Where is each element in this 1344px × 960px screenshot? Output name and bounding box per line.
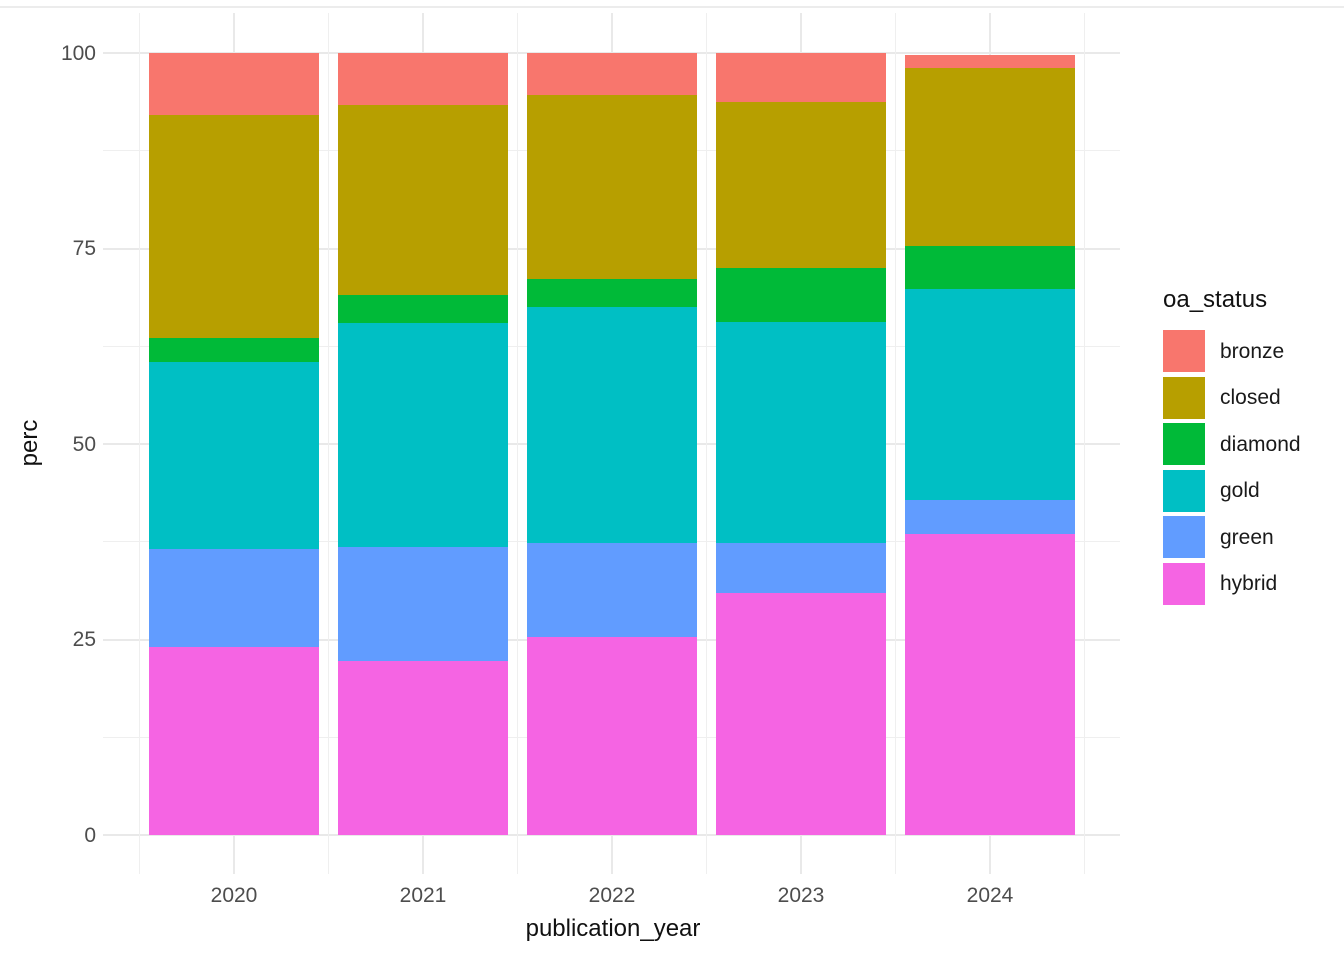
- bar-segment-diamond-2020: [149, 337, 319, 362]
- bar-segment-gold-2023: [716, 322, 886, 544]
- bar-segment-hybrid-2024: [905, 533, 1075, 835]
- legend-item-diamond: diamond: [1163, 423, 1339, 465]
- legend-label-diamond: diamond: [1220, 432, 1301, 456]
- legend-label-hybrid: hybrid: [1220, 572, 1278, 595]
- x-tick-label: 2020: [210, 884, 258, 907]
- bar-segment-hybrid-2021: [338, 660, 508, 835]
- y-tick-label: 25: [72, 628, 96, 651]
- y-axis-title: perc: [16, 419, 43, 467]
- gridline-x-minor: [1084, 13, 1085, 874]
- y-tick-label: 50: [72, 432, 96, 456]
- bar-segment-green-2024: [905, 499, 1075, 534]
- bar-segment-diamond-2022: [527, 278, 697, 308]
- legend-label-gold: gold: [1220, 479, 1260, 502]
- bar-segment-closed-2020: [149, 114, 319, 338]
- y-tick-label: 75: [72, 237, 96, 260]
- bar-segment-hybrid-2023: [716, 592, 886, 835]
- bar-segment-diamond-2023: [716, 268, 886, 322]
- legend: oa_status bronze closed diamond gold green hy…: [1163, 286, 1339, 609]
- bar-segment-bronze-2024: [905, 54, 1075, 68]
- gridline-x-minor: [895, 13, 896, 874]
- gridline-x-minor: [328, 13, 329, 874]
- bar-segment-green-2021: [338, 547, 508, 661]
- bar-segment-closed-2021: [338, 105, 508, 295]
- legend-swatch-hybrid: [1163, 562, 1205, 605]
- plot-panel: [103, 13, 1120, 874]
- y-tick-label: 0: [84, 823, 96, 847]
- bar-segment-green-2022: [527, 543, 697, 638]
- legend-items: bronze closed diamond gold green hybrid: [1163, 330, 1339, 605]
- x-tick-label: 2022: [588, 884, 636, 907]
- bar-segment-bronze-2023: [716, 53, 886, 103]
- legend-item-gold: gold: [1163, 469, 1339, 512]
- bar-segment-gold-2024: [905, 289, 1075, 500]
- bar-segment-diamond-2024: [905, 246, 1075, 290]
- bar-segment-closed-2023: [716, 102, 886, 269]
- legend-label-closed: closed: [1220, 386, 1281, 409]
- x-tick-label: 2023: [777, 884, 825, 907]
- bar-segment-gold-2020: [149, 361, 319, 549]
- figure-top-border: [0, 6, 1344, 8]
- legend-label-green: green: [1220, 525, 1274, 549]
- bar-segment-closed-2024: [905, 67, 1075, 247]
- bar-segment-diamond-2021: [338, 294, 508, 323]
- legend-swatch-closed: [1163, 376, 1205, 419]
- y-tick-label: 100: [60, 41, 96, 65]
- gridline-x-minor: [517, 13, 518, 874]
- gridline-x-minor: [139, 13, 140, 874]
- gridline-x-minor: [706, 13, 707, 874]
- bar-segment-gold-2022: [527, 307, 697, 544]
- legend-item-hybrid: hybrid: [1163, 562, 1339, 605]
- legend-swatch-bronze: [1163, 330, 1205, 372]
- bar-segment-bronze-2020: [149, 53, 319, 115]
- bar-segment-hybrid-2020: [149, 647, 319, 835]
- bar-segment-closed-2022: [527, 95, 697, 279]
- legend-swatch-gold: [1163, 469, 1205, 512]
- legend-item-closed: closed: [1163, 376, 1339, 419]
- legend-swatch-green: [1163, 516, 1205, 558]
- legend-item-green: green: [1163, 516, 1339, 558]
- legend-swatch-diamond: [1163, 423, 1205, 465]
- bar-segment-bronze-2022: [527, 53, 697, 96]
- x-tick-label: 2021: [399, 884, 447, 907]
- bar-segment-bronze-2021: [338, 53, 508, 106]
- legend-label-bronze: bronze: [1220, 339, 1285, 363]
- x-axis-title: publication_year: [525, 915, 701, 942]
- legend-title: oa_status: [1163, 286, 1268, 313]
- bar-segment-green-2023: [716, 543, 886, 593]
- legend-item-bronze: bronze: [1163, 330, 1339, 372]
- bar-segment-hybrid-2022: [527, 637, 697, 835]
- x-tick-label: 2024: [966, 884, 1014, 907]
- bar-segment-gold-2021: [338, 322, 508, 548]
- bar-segment-green-2020: [149, 548, 319, 648]
